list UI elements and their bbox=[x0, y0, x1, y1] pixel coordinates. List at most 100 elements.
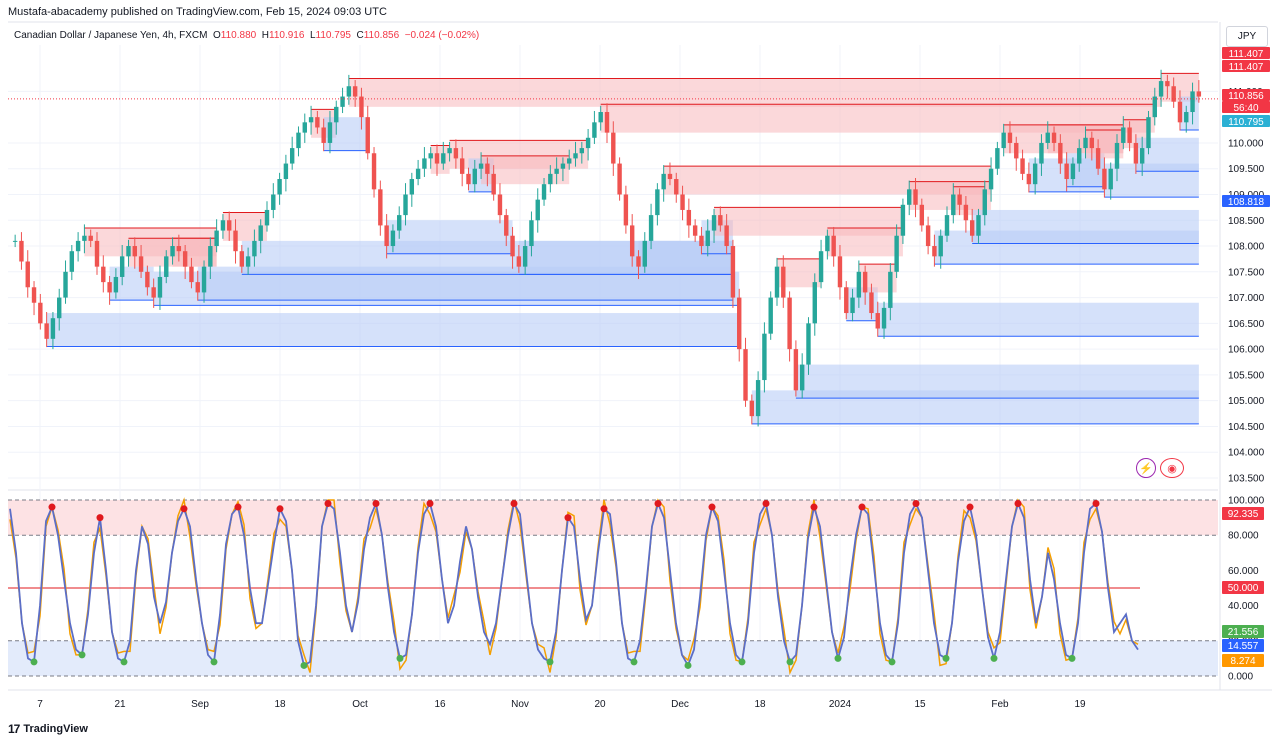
osc-y-tick-label: 60.000 bbox=[1228, 566, 1259, 577]
price-label: 108.818 bbox=[1228, 197, 1265, 208]
close-value: 110.856 bbox=[363, 30, 400, 41]
candle-body bbox=[598, 112, 603, 123]
candle-body bbox=[352, 86, 358, 97]
candle-body bbox=[164, 256, 169, 277]
candle-body bbox=[818, 251, 824, 283]
candle-body bbox=[1026, 173, 1032, 185]
candle-body bbox=[195, 282, 200, 293]
candle-body bbox=[1020, 158, 1025, 174]
candle-body bbox=[1083, 137, 1088, 149]
candle-body bbox=[938, 235, 943, 257]
candle-body bbox=[611, 132, 616, 164]
candle-body bbox=[428, 153, 433, 159]
candle-body bbox=[19, 240, 24, 262]
candle-body bbox=[623, 194, 629, 226]
overbought-marker bbox=[48, 503, 56, 511]
candle-body bbox=[31, 287, 37, 303]
candle-body bbox=[113, 276, 119, 293]
y-tick-label: 108.000 bbox=[1228, 242, 1265, 253]
candle-body bbox=[674, 179, 679, 195]
candle-body bbox=[176, 246, 182, 252]
candle-body bbox=[957, 194, 962, 205]
osc-value-label: 21.556 bbox=[1228, 627, 1259, 638]
candle-body bbox=[1007, 132, 1013, 143]
candle-body bbox=[63, 271, 68, 298]
candle-body bbox=[170, 246, 175, 257]
candle-body bbox=[390, 230, 396, 247]
osc-label-bg bbox=[1222, 507, 1264, 520]
candle-body bbox=[1171, 86, 1176, 102]
oversold-marker bbox=[888, 658, 896, 666]
candle-body bbox=[686, 209, 692, 226]
overbought-marker bbox=[1092, 500, 1100, 508]
currency-unit-button[interactable]: JPY bbox=[1226, 26, 1268, 47]
candle-body bbox=[711, 215, 717, 231]
candle-body bbox=[661, 173, 666, 190]
candle-body bbox=[642, 240, 647, 267]
osc-value-label: 92.335 bbox=[1228, 509, 1259, 520]
candle-body bbox=[145, 271, 150, 288]
candle-body bbox=[629, 225, 635, 257]
y-tick-label: 107.000 bbox=[1228, 293, 1265, 304]
candle-body bbox=[44, 323, 49, 339]
candle-body bbox=[1196, 91, 1202, 97]
candle-body bbox=[157, 276, 163, 298]
candle-body bbox=[1095, 148, 1101, 169]
broadcast-icon[interactable]: ◉ bbox=[1160, 458, 1184, 478]
demand-zone bbox=[386, 220, 513, 254]
candle-body bbox=[1051, 132, 1057, 143]
y-tick-label: 106.000 bbox=[1228, 345, 1265, 356]
candle-body bbox=[384, 225, 389, 247]
candle-body bbox=[25, 261, 30, 288]
y-tick-label: 104.000 bbox=[1228, 448, 1265, 459]
candle-body bbox=[132, 246, 137, 257]
lightning-icon[interactable]: ⚡ bbox=[1136, 458, 1156, 478]
y-tick-label: 105.000 bbox=[1228, 396, 1265, 407]
candle-body bbox=[680, 194, 685, 210]
x-tick-label: 18 bbox=[754, 699, 766, 710]
candle-body bbox=[107, 282, 112, 293]
candle-body bbox=[516, 256, 522, 267]
candle-body bbox=[969, 220, 975, 236]
candle-body bbox=[510, 235, 515, 257]
candle-body bbox=[585, 137, 591, 149]
candle-body bbox=[825, 235, 830, 252]
candle-body bbox=[995, 148, 1000, 169]
low-value: 110.795 bbox=[315, 30, 351, 41]
demand-zone bbox=[877, 302, 1199, 337]
candle-body bbox=[976, 215, 981, 236]
candle-body bbox=[762, 333, 767, 381]
overbought-marker bbox=[276, 505, 284, 513]
candle-body bbox=[554, 168, 559, 174]
open-value: 110.880 bbox=[220, 30, 257, 41]
x-tick-label: 18 bbox=[274, 699, 286, 710]
oversold-marker bbox=[396, 654, 404, 662]
candle-body bbox=[812, 282, 817, 324]
candle-body bbox=[365, 117, 370, 154]
candle-body bbox=[245, 256, 251, 267]
close-label: C bbox=[356, 30, 364, 41]
overbought-marker bbox=[654, 500, 662, 508]
candle-body bbox=[844, 287, 849, 314]
candle-body bbox=[271, 194, 276, 210]
candle-body bbox=[189, 266, 194, 283]
oversold-marker bbox=[546, 658, 554, 666]
candle-body bbox=[850, 297, 855, 314]
candle-body bbox=[378, 189, 383, 226]
candle-body bbox=[648, 215, 654, 241]
candle-body bbox=[478, 163, 484, 169]
osc-y-tick-label: 80.000 bbox=[1228, 531, 1259, 542]
candle-body bbox=[239, 251, 245, 267]
y-tick-label: 103.500 bbox=[1228, 474, 1265, 485]
candle-body bbox=[604, 112, 610, 133]
demand-zone bbox=[46, 313, 740, 347]
x-tick-label: Nov bbox=[511, 699, 529, 710]
candle-body bbox=[913, 189, 918, 205]
candle-body bbox=[837, 256, 843, 288]
candle-body bbox=[1177, 101, 1183, 123]
candle-body bbox=[1001, 132, 1006, 149]
candle-body bbox=[737, 297, 742, 350]
candle-body bbox=[1070, 163, 1076, 180]
overbought-marker bbox=[180, 505, 188, 513]
candle-body bbox=[340, 96, 345, 107]
